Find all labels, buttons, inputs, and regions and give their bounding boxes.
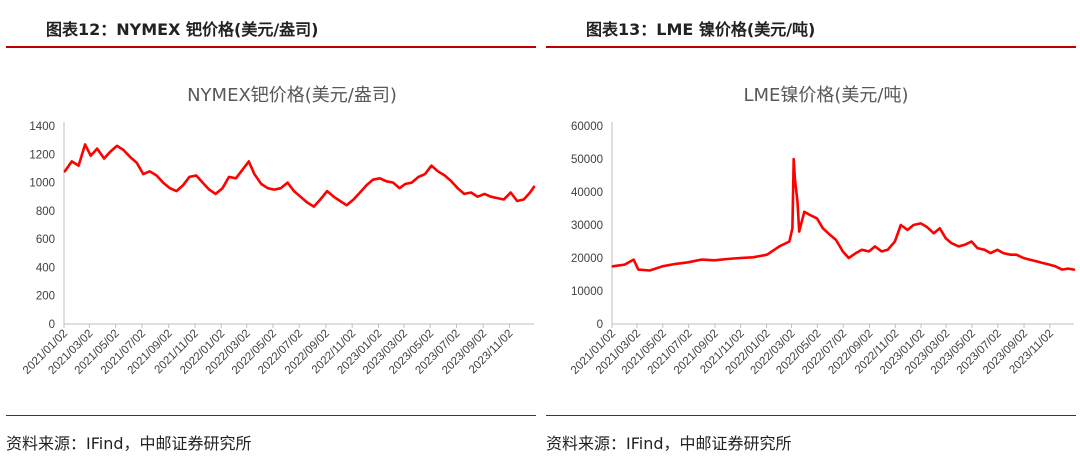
series-line [63, 143, 536, 208]
figure-header: 图表12：NYMEX 钯价格(美元/盎司) [6, 6, 536, 48]
y-tick-label: 200 [36, 291, 55, 303]
y-tick-label: 1200 [29, 149, 55, 161]
nickel-chart: LME镍价格(美元/吨) 0 10000 20000 30000 40000 50000 60… [569, 85, 1076, 377]
y-tick-label: 40000 [571, 187, 603, 199]
y-tick-label: 600 [36, 234, 55, 246]
y-tick-label: 10000 [571, 286, 603, 298]
chart-title: LME镍价格(美元/吨) [743, 85, 908, 106]
figure-header: 图表13：LME 镍价格(美元/吨) [546, 6, 1076, 48]
y-tick-label: 800 [36, 206, 55, 218]
y-tick-label: 0 [597, 319, 603, 331]
source-footer: 资料来源：IFind，中邮证券研究所 [6, 415, 536, 459]
chart-container: LME镍价格(美元/吨) 0 10000 20000 30000 40000 50000 60… [546, 70, 1076, 410]
source-text: 资料来源：IFind，中邮证券研究所 [546, 434, 792, 453]
y-tick-label: 0 [49, 319, 55, 331]
y-tick-label: 400 [36, 262, 55, 274]
palladium-chart: NYMEX钯价格(美元/盎司) 0 200 400 600 800 1000 1200 1400… [21, 85, 536, 377]
chart-title: NYMEX钯价格(美元/盎司) [187, 85, 397, 106]
chart-container: NYMEX钯价格(美元/盎司) 0 200 400 600 800 1000 1200 1400… [6, 70, 536, 410]
series-line [611, 157, 1076, 272]
figure-header-text: 图表12：NYMEX 钯价格(美元/盎司) [46, 20, 319, 39]
chart-panel-palladium: 图表12：NYMEX 钯价格(美元/盎司) NYMEX钯价格(美元/盎司) 0 20… [6, 0, 536, 458]
source-text: 资料来源：IFind，中邮证券研究所 [6, 434, 252, 453]
chart-panel-nickel: 图表13：LME 镍价格(美元/吨) LME镍价格(美元/吨) 0 10000 200… [546, 0, 1076, 458]
source-footer: 资料来源：IFind，中邮证券研究所 [546, 415, 1076, 459]
y-tick-label: 1400 [29, 121, 55, 133]
y-tick-label: 1000 [29, 178, 55, 190]
figure-header-text: 图表13：LME 镍价格(美元/吨) [586, 20, 816, 39]
y-tick-label: 30000 [571, 220, 603, 232]
y-tick-label: 20000 [571, 253, 603, 265]
y-tick-label: 50000 [571, 154, 603, 166]
y-tick-label: 60000 [571, 121, 603, 133]
